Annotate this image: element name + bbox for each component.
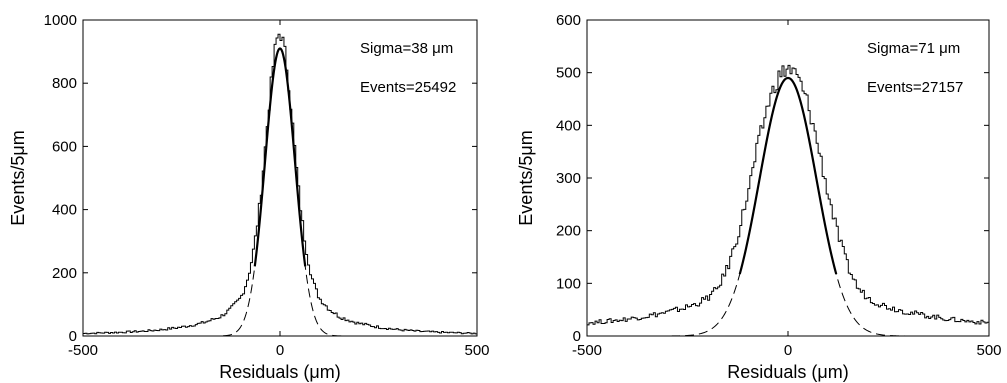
- right-y-axis-label: Events/5μm: [516, 130, 536, 225]
- left-y-tick-label: 1000: [44, 12, 77, 29]
- right-annotation-events: Events=27157: [867, 79, 963, 96]
- right-x-tick-label: 500: [976, 342, 1001, 359]
- left-series-group: [83, 33, 477, 337]
- right-x-axis-label: Residuals (μm): [727, 362, 848, 382]
- right-series-group: [587, 64, 989, 337]
- left-annotation-events: Events=25492: [360, 79, 456, 96]
- left-plot-frame: [82, 19, 478, 337]
- left-y-tick-label: 200: [52, 265, 77, 282]
- right-gaussian-fit-core: [738, 76, 838, 275]
- right-y-tick-label: 500: [556, 65, 581, 82]
- left-y-axis-label: Events/5μm: [8, 130, 28, 225]
- right-y-tick-label: 600: [556, 12, 581, 29]
- right-y-tick-label: 300: [556, 170, 581, 187]
- right-y-tick-label: 400: [556, 117, 581, 134]
- left-y-tick-label: 400: [52, 202, 77, 219]
- right-annotation-sigma: Sigma=71 μm: [867, 40, 960, 57]
- left-annotation-sigma: Sigma=38 μm: [360, 40, 453, 57]
- right-y-tick-label: 100: [556, 275, 581, 292]
- left-x-tick-label: 0: [276, 342, 284, 359]
- left-y-tick-label: 600: [52, 138, 77, 155]
- left-y-tick-label: 0: [69, 328, 77, 345]
- left-y-tick-label: 800: [52, 75, 77, 92]
- right-y-tick-label: 0: [573, 328, 581, 345]
- left-histogram-series: [83, 33, 477, 335]
- right-x-tick-label: -500: [572, 342, 602, 359]
- left-x-tick-label: -500: [68, 342, 98, 359]
- left-gaussian-fit-core: [253, 47, 307, 267]
- left-x-axis-label: Residuals (μm): [219, 362, 340, 382]
- left-x-tick-label: 500: [464, 342, 489, 359]
- right-y-tick-label: 200: [556, 223, 581, 240]
- right-x-tick-label: 0: [784, 342, 792, 359]
- right-histogram-series: [587, 64, 989, 326]
- right-gaussian-fit-dashed: [587, 77, 989, 337]
